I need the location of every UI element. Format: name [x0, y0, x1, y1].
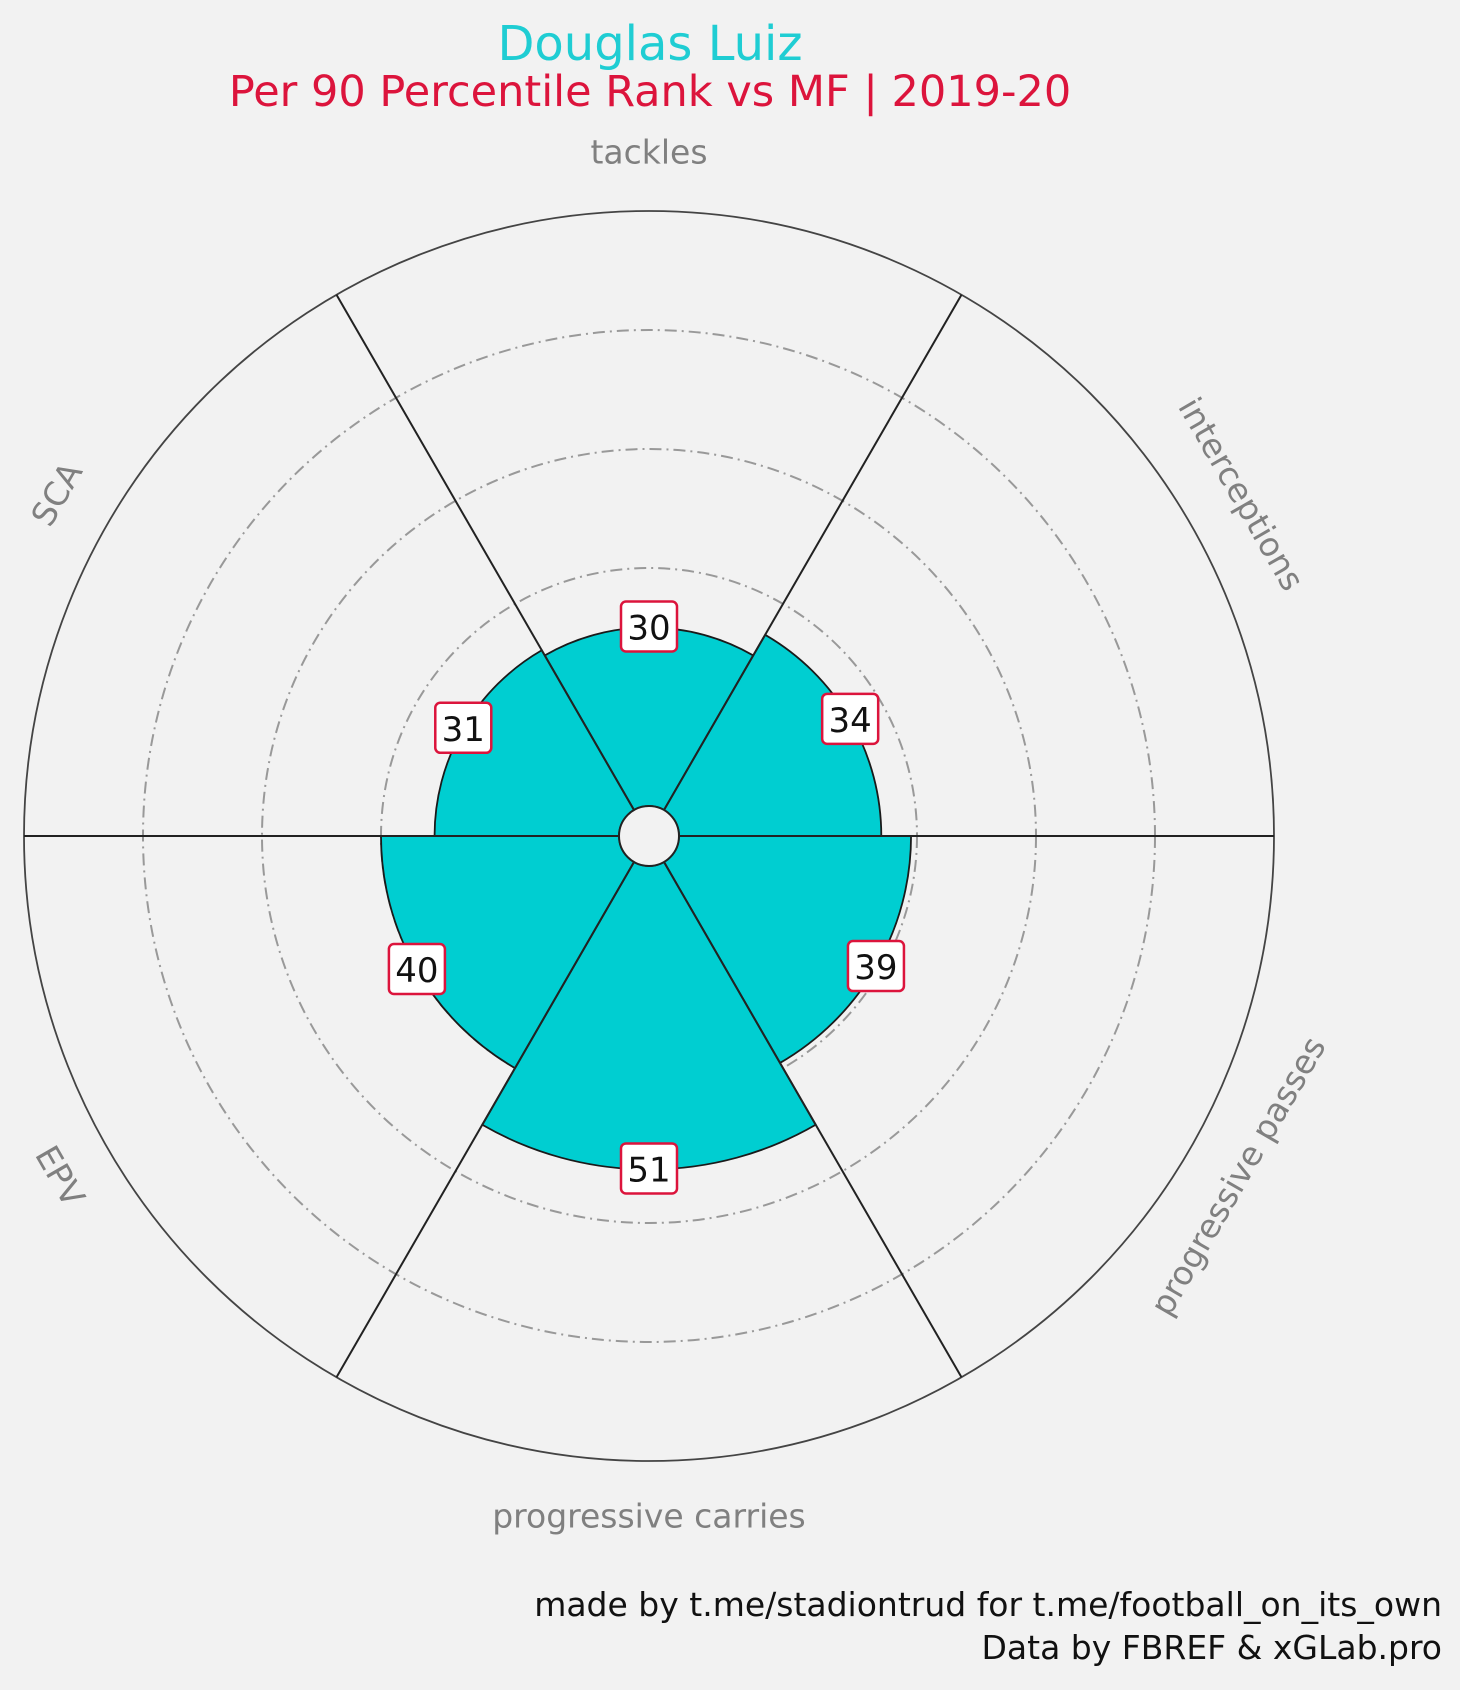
value-label: 40 [387, 942, 447, 996]
chart-bars [380, 626, 912, 1171]
chart-spokes [24, 294, 1274, 1378]
spoke-line [663, 294, 963, 811]
spoke-line [335, 294, 635, 811]
value-label: 39 [846, 939, 906, 993]
credit-data-source: Data by FBREF & xGLab.pro [981, 1628, 1442, 1667]
chart-value-labels: 30 34 39 51 40 31 [387, 600, 906, 1195]
chart-title: Douglas Luiz [497, 16, 802, 72]
category-label: progressive passes [1142, 1030, 1333, 1322]
category-label: tackles [590, 133, 707, 172]
value-label-text: 51 [627, 1150, 670, 1190]
spoke-line [663, 861, 963, 1378]
value-label-text: 30 [627, 609, 670, 649]
value-label: 51 [619, 1142, 679, 1195]
value-label-box [387, 942, 447, 996]
spoke-line [335, 861, 635, 1378]
value-label-box [820, 692, 880, 746]
value-label: 31 [434, 701, 493, 755]
category-label: EPV [27, 1139, 93, 1214]
value-label-box [434, 701, 493, 755]
value-label: 30 [619, 600, 679, 653]
value-label-text: 34 [829, 701, 872, 741]
value-label-text: 39 [854, 948, 897, 988]
value-label-text: 31 [442, 710, 485, 750]
value-label: 34 [820, 692, 880, 746]
category-label: progressive carries [492, 1497, 806, 1536]
category-label: SCA [23, 455, 90, 533]
value-label-text: 40 [395, 951, 438, 991]
center-hole [618, 805, 680, 867]
credit-made-by: made by t.me/stadiontrud for t.me/footba… [534, 1585, 1442, 1624]
category-label: interceptions [1170, 391, 1312, 598]
value-label-box [619, 1142, 679, 1195]
value-label-box [619, 600, 679, 653]
value-label-box [846, 939, 906, 993]
chart-subtitle: Per 90 Percentile Rank vs MF | 2019-20 [229, 67, 1071, 117]
